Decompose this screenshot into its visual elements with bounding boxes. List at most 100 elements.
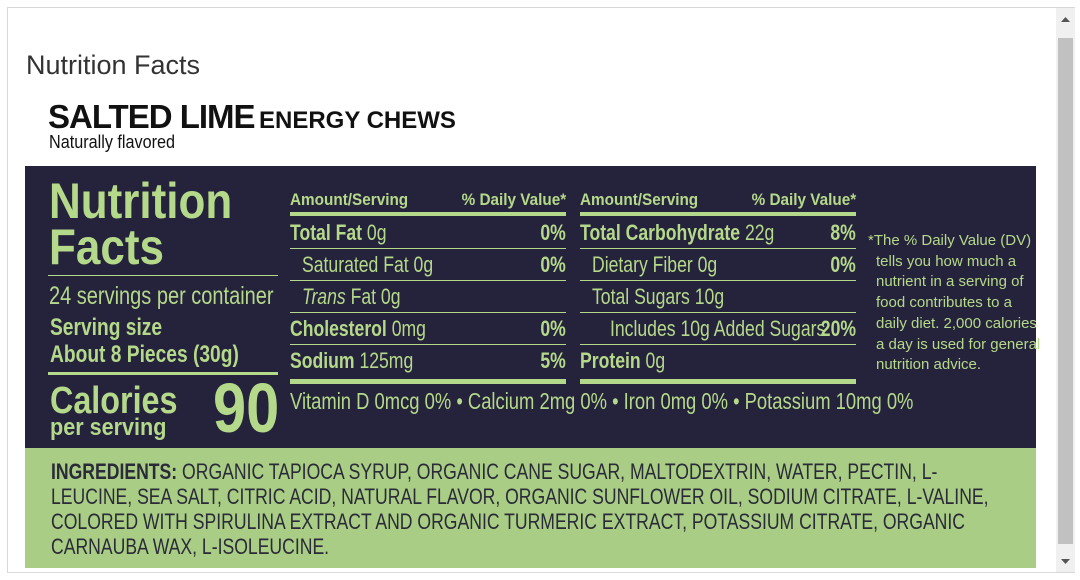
servings-text: 24 servings per container bbox=[49, 282, 274, 310]
servings: 24 servings per container bbox=[49, 282, 330, 311]
divider bbox=[580, 379, 856, 384]
nutrient-amount: 0g bbox=[380, 284, 401, 309]
nutrient-row: Total Sugars 10g bbox=[580, 281, 856, 313]
calories-number: 90 bbox=[213, 369, 280, 447]
scroll-up[interactable] bbox=[1058, 14, 1073, 26]
daily-value: 20% bbox=[820, 316, 856, 341]
serving-size-text: About 8 Pieces (30g) bbox=[50, 341, 239, 368]
footnote-line: food contributes to a bbox=[876, 294, 1012, 312]
nutrient-cell: Sodium 125mg bbox=[290, 345, 444, 377]
product-type: ENERGY CHEWS bbox=[259, 107, 456, 134]
window-title: Nutrition Facts bbox=[26, 50, 201, 80]
divider bbox=[580, 212, 856, 216]
nutrient-cell: Saturated Fat 0g bbox=[302, 249, 466, 281]
heading-line: Nutrition bbox=[49, 173, 233, 229]
nutrient-amount: 0g bbox=[645, 348, 666, 373]
nutrient-amount: 0g bbox=[413, 252, 434, 277]
nutrient-table: Amount/Serving % Daily Value* Total Carboh… bbox=[580, 190, 856, 384]
nutrient-cell: Dietary Fiber 0g bbox=[592, 249, 749, 281]
nutrient-amount: 0g bbox=[366, 220, 387, 245]
ingredients: INGREDIENTS: ORGANIC TAPIOCA SYRUP, ORGA… bbox=[51, 459, 995, 559]
daily-value: 8% bbox=[830, 220, 856, 245]
calories-sub: per serving bbox=[50, 414, 179, 442]
daily-value: 5% bbox=[540, 348, 566, 373]
nutrient: Dietary Fiber 0g bbox=[592, 249, 717, 281]
nutrient-name: Trans Fat bbox=[302, 284, 377, 309]
footnote-line: a day is used for general bbox=[876, 335, 1041, 353]
nutrient-cell: Cholesterol 0mg bbox=[290, 313, 460, 345]
scroll-down[interactable] bbox=[1058, 556, 1073, 568]
divider bbox=[580, 312, 856, 313]
nutrient-row: Saturated Fat 0g 0% bbox=[290, 249, 566, 281]
separator: • bbox=[727, 388, 745, 414]
nutrient: Saturated Fat 0g bbox=[302, 249, 433, 281]
vitamin: Iron 0mg 0% bbox=[623, 388, 728, 414]
dv-cell: 0% bbox=[534, 313, 566, 345]
calories-label-text: Calories bbox=[50, 380, 178, 422]
nutrient-amount: 0g bbox=[697, 252, 718, 277]
nutrient-row: Dietary Fiber 0g 0% bbox=[580, 249, 856, 281]
footnote-line: nutrient in a serving of bbox=[876, 273, 1024, 291]
nutrient: Total Fat 0g bbox=[290, 217, 387, 249]
vitamin: Potassium 10mg 0% bbox=[744, 388, 914, 414]
flavor-text: Naturally flavored bbox=[49, 132, 176, 152]
ingredients-label: INGREDIENTS: bbox=[51, 459, 178, 484]
nutrient-cell: Total Sugars 10g bbox=[592, 281, 757, 313]
header-text: Amount/Serving bbox=[580, 190, 699, 209]
table-header: % Daily Value* bbox=[450, 190, 566, 210]
nutrient-name: Protein bbox=[580, 348, 641, 373]
divider bbox=[290, 312, 566, 313]
product-flavor: Naturally flavored bbox=[49, 132, 189, 153]
header-text: Amount/Serving bbox=[290, 190, 409, 209]
nutrient: Trans Fat 0g bbox=[302, 281, 401, 313]
nutrient-cell: Trans Fat 0g bbox=[302, 281, 425, 313]
separator: • bbox=[606, 388, 624, 414]
nutrient-cell: Includes 10g Added Sugars bbox=[610, 313, 879, 345]
nutrient-cell: Total Fat 0g bbox=[290, 217, 411, 249]
nutrient-row: Cholesterol 0mg 0% bbox=[290, 313, 566, 345]
nutrient-row: Total Carbohydrate 22g 8% bbox=[580, 217, 856, 249]
dv-cell: 5% bbox=[534, 345, 566, 377]
table-header: Amount/Serving bbox=[290, 190, 421, 210]
footnote-line: daily diet. 2,000 calories bbox=[876, 314, 1037, 332]
nutrient-row: Protein 0g bbox=[580, 345, 856, 384]
vitamins: Vitamin D 0mcg 0% • Calcium 2mg 0% • Iro… bbox=[290, 388, 1069, 415]
divider bbox=[580, 280, 856, 281]
nutrient: Cholesterol 0mg bbox=[290, 313, 426, 345]
daily-value: 0% bbox=[540, 220, 566, 245]
nutrient-name: Total Carbohydrate bbox=[580, 220, 741, 245]
calories-sub-text: per serving bbox=[50, 414, 167, 441]
footnote-line: *The % Daily Value (DV) bbox=[868, 232, 1032, 249]
nutrient-name: Dietary Fiber bbox=[592, 252, 693, 277]
product-title: SALTED LIME ENERGY CHEWS bbox=[48, 98, 456, 136]
nutrient-name: Saturated Fat bbox=[302, 252, 409, 277]
vitamins-line: Vitamin D 0mcg 0% • Calcium 2mg 0% • Iro… bbox=[290, 388, 913, 415]
footnote-line: nutrition advice. bbox=[876, 356, 982, 374]
divider bbox=[290, 344, 566, 345]
nutrient-cell: Protein 0g bbox=[580, 345, 686, 377]
divider bbox=[290, 280, 566, 281]
nutrient: Total Carbohydrate 22g bbox=[580, 217, 774, 249]
calories-label: Calories bbox=[50, 380, 200, 423]
dv-cell: 0% bbox=[534, 217, 566, 249]
header-text: % Daily Value* bbox=[461, 190, 566, 209]
divider bbox=[290, 379, 566, 384]
nutrient: Sodium 125mg bbox=[290, 345, 413, 377]
table-header: Amount/Serving bbox=[580, 190, 711, 210]
daily-value: 0% bbox=[540, 316, 566, 341]
nutrient-name: Cholesterol bbox=[290, 316, 387, 341]
nutrient-name: Total Fat bbox=[290, 220, 363, 245]
ingredients-text: ORGANIC TAPIOCA SYRUP, ORGANIC CANE SUGA… bbox=[51, 459, 989, 559]
nutrient-amount: 0mg bbox=[391, 316, 426, 341]
divider bbox=[580, 248, 856, 249]
scroll-thumb[interactable] bbox=[1058, 38, 1073, 544]
nutrition-panel: Nutrition Facts 24 servings per containe… bbox=[25, 166, 1040, 448]
dv-cell: 20% bbox=[812, 313, 856, 345]
nutrient: Total Sugars 10g bbox=[592, 281, 724, 313]
heading-line: Facts bbox=[49, 219, 164, 275]
vitamin: Vitamin D 0mcg 0% bbox=[290, 388, 452, 414]
serving-size: About 8 Pieces (30g) bbox=[50, 341, 286, 369]
dv-cell: 0% bbox=[824, 249, 856, 281]
calories-value: 90 bbox=[213, 368, 291, 448]
divider bbox=[580, 344, 856, 345]
